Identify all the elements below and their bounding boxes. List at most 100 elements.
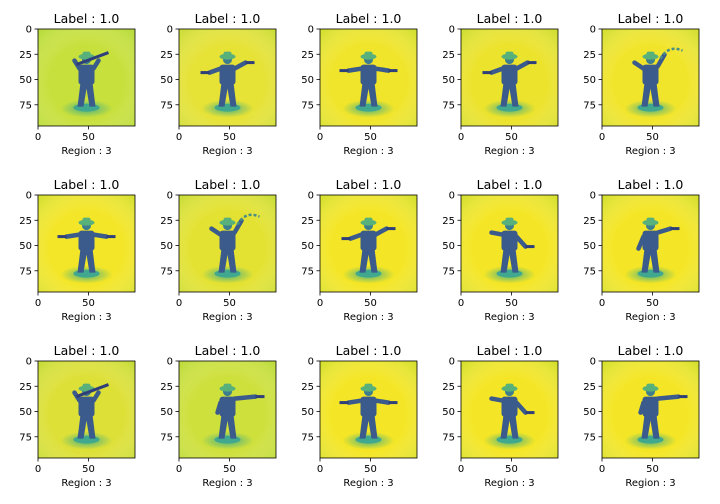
y-tick-label: 50 <box>442 241 455 252</box>
panel-title: Label : 1.0 <box>54 343 120 358</box>
image-panel: Label : 1.0 0 25 50 75 0 50 Region : 3 <box>19 177 136 323</box>
toy-soldier-figure <box>482 51 537 118</box>
y-tick-label: 25 <box>19 50 32 61</box>
y-tick-label: 75 <box>583 432 596 443</box>
x-tick-label: 50 <box>223 132 236 143</box>
y-tick-label: 25 <box>301 216 314 227</box>
y-tick-label: 25 <box>583 216 596 227</box>
x-tick-label: 50 <box>364 464 377 475</box>
toy-soldier-figure <box>624 383 688 450</box>
y-tick-label: 75 <box>442 432 455 443</box>
panel-frame <box>178 28 277 127</box>
toy-soldier-figure <box>339 383 398 450</box>
toy-soldier-figure <box>60 383 113 450</box>
y-tick-label: 75 <box>160 100 173 111</box>
x-tick-label: 50 <box>364 132 377 143</box>
toy-soldier-figure <box>483 383 536 450</box>
panel-title: Label : 1.0 <box>477 11 543 26</box>
panel-frame <box>178 360 277 459</box>
panel-xlabel: Region : 3 <box>625 146 675 157</box>
panel-xlabel: Region : 3 <box>343 478 393 489</box>
image-panel: Label : 1.0 0 25 50 75 0 50 Region : 3 <box>583 11 700 157</box>
panel-frame <box>460 28 559 127</box>
panel-title: Label : 1.0 <box>195 11 261 26</box>
y-tick-label: 75 <box>160 432 173 443</box>
y-tick-label: 50 <box>160 241 173 252</box>
x-tick-label: 0 <box>458 132 464 143</box>
y-tick-label: 75 <box>442 266 455 277</box>
panel-xlabel: Region : 3 <box>484 312 534 323</box>
x-tick-label: 50 <box>82 464 95 475</box>
y-tick-label: 75 <box>442 100 455 111</box>
y-tick-label: 50 <box>160 407 173 418</box>
toy-soldier-figure <box>60 51 113 118</box>
x-tick-label: 50 <box>646 298 659 309</box>
y-tick-label: 50 <box>301 75 314 86</box>
y-tick-label: 0 <box>590 357 596 368</box>
panel-frame <box>37 360 136 459</box>
x-tick-label: 50 <box>223 464 236 475</box>
panel-title: Label : 1.0 <box>618 177 684 192</box>
panel-title: Label : 1.0 <box>336 177 402 192</box>
image-panel: Label : 1.0 0 25 50 75 0 50 Region : 3 <box>583 177 700 323</box>
x-tick-label: 0 <box>317 464 323 475</box>
y-tick-label: 25 <box>19 216 32 227</box>
x-tick-label: 0 <box>176 298 182 309</box>
y-tick-label: 0 <box>590 191 596 202</box>
toy-soldier-figure <box>201 213 260 284</box>
x-tick-label: 0 <box>599 298 605 309</box>
y-tick-label: 0 <box>26 191 32 202</box>
panel-title: Label : 1.0 <box>618 11 684 26</box>
y-tick-label: 0 <box>308 357 314 368</box>
panel-frame <box>460 194 559 293</box>
y-tick-label: 25 <box>583 50 596 61</box>
image-panel: Label : 1.0 0 25 50 75 0 50 Region : 3 <box>301 343 418 489</box>
panel-xlabel: Region : 3 <box>625 312 675 323</box>
x-tick-label: 0 <box>458 298 464 309</box>
panel-title: Label : 1.0 <box>195 343 261 358</box>
panel-title: Label : 1.0 <box>195 177 261 192</box>
toy-soldier-figure <box>624 47 683 118</box>
y-tick-label: 25 <box>160 382 173 393</box>
image-panel: Label : 1.0 0 25 50 75 0 50 Region : 3 <box>160 177 277 323</box>
panel-xlabel: Region : 3 <box>484 146 534 157</box>
panel-title: Label : 1.0 <box>336 343 402 358</box>
y-tick-label: 0 <box>167 191 173 202</box>
y-tick-label: 50 <box>442 407 455 418</box>
image-panel: Label : 1.0 0 25 50 75 0 50 Region : 3 <box>19 343 136 489</box>
y-tick-label: 75 <box>301 432 314 443</box>
y-tick-label: 50 <box>19 407 32 418</box>
x-tick-label: 0 <box>35 132 41 143</box>
panel-frame <box>178 194 277 293</box>
x-tick-label: 0 <box>176 464 182 475</box>
y-tick-label: 25 <box>442 382 455 393</box>
y-tick-label: 25 <box>19 382 32 393</box>
y-tick-label: 75 <box>301 100 314 111</box>
panel-xlabel: Region : 3 <box>61 146 111 157</box>
panel-frame <box>37 194 136 293</box>
x-tick-label: 50 <box>223 298 236 309</box>
x-tick-label: 0 <box>317 132 323 143</box>
panel-frame <box>601 194 700 293</box>
y-tick-label: 50 <box>301 241 314 252</box>
image-panel: Label : 1.0 0 25 50 75 0 50 Region : 3 <box>19 11 136 157</box>
image-panel: Label : 1.0 0 25 50 75 0 50 Region : 3 <box>442 177 559 323</box>
y-tick-label: 75 <box>583 266 596 277</box>
panel-xlabel: Region : 3 <box>343 146 393 157</box>
y-tick-label: 50 <box>583 407 596 418</box>
image-panel: Label : 1.0 0 25 50 75 0 50 Region : 3 <box>160 11 277 157</box>
image-panel: Label : 1.0 0 25 50 75 0 50 Region : 3 <box>301 177 418 323</box>
panel-title: Label : 1.0 <box>336 11 402 26</box>
panel-xlabel: Region : 3 <box>343 312 393 323</box>
image-panel: Label : 1.0 0 25 50 75 0 50 Region : 3 <box>160 343 277 489</box>
y-tick-label: 0 <box>26 357 32 368</box>
y-tick-label: 0 <box>26 25 32 36</box>
panel-frame <box>601 360 700 459</box>
y-tick-label: 50 <box>19 241 32 252</box>
x-tick-label: 0 <box>176 132 182 143</box>
y-tick-label: 0 <box>449 357 455 368</box>
y-tick-label: 50 <box>583 75 596 86</box>
image-panel: Label : 1.0 0 25 50 75 0 50 Region : 3 <box>583 343 700 489</box>
x-tick-label: 50 <box>505 298 518 309</box>
